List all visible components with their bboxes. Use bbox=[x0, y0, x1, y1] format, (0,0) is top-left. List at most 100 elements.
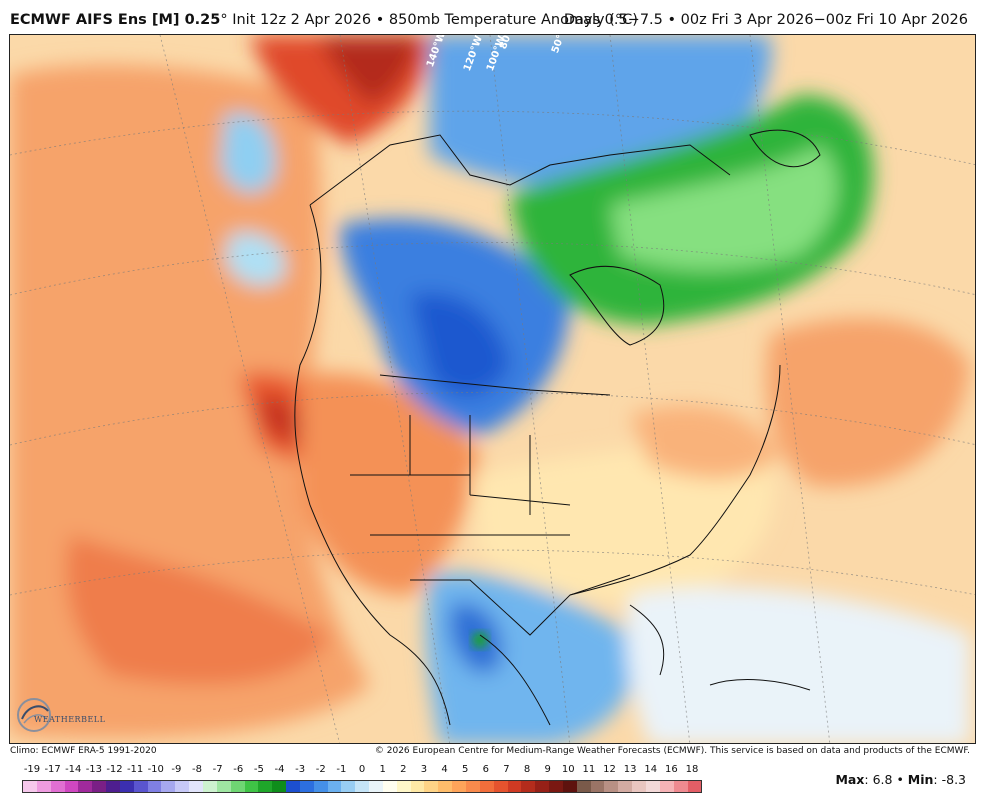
legend-swatch bbox=[452, 781, 466, 792]
legend-label: -12 bbox=[106, 764, 123, 775]
legend-swatch bbox=[424, 781, 439, 792]
legend-swatch bbox=[272, 781, 287, 792]
legend-label: 8 bbox=[523, 764, 531, 775]
legend-swatch bbox=[438, 781, 453, 792]
bering-cool-patch bbox=[220, 113, 276, 194]
chart-title: ECMWF AIFS Ens [M] 0.25° Init 12z 2 Apr … bbox=[10, 12, 638, 28]
central-us-mild bbox=[470, 446, 776, 603]
east-coastline bbox=[569, 364, 781, 596]
degree-symbol: ° bbox=[220, 12, 228, 28]
legend-label: -5 bbox=[253, 764, 264, 775]
max-value: 6.8 bbox=[872, 772, 893, 787]
legend-swatch bbox=[258, 781, 273, 792]
legend-swatch bbox=[327, 781, 342, 792]
header: ECMWF AIFS Ens [M] 0.25° Init 12z 2 Apr … bbox=[0, 0, 984, 34]
legend-label: 10 bbox=[561, 764, 575, 775]
legend-bar bbox=[22, 780, 702, 793]
legend-swatch bbox=[355, 781, 370, 792]
legend-label: -13 bbox=[85, 764, 103, 775]
mexico-green-spot bbox=[472, 632, 488, 648]
legend-label: -9 bbox=[171, 764, 182, 775]
legend-label: 16 bbox=[665, 764, 678, 775]
legend-swatch bbox=[23, 781, 37, 792]
legend-label: -3 bbox=[295, 764, 306, 775]
stats-separator: • bbox=[896, 772, 904, 787]
greenland-edge bbox=[749, 129, 821, 168]
legend-label: -17 bbox=[44, 764, 61, 775]
legend-swatch bbox=[521, 781, 536, 792]
western-us-warm bbox=[300, 373, 480, 595]
florida bbox=[629, 604, 665, 676]
legend-label: 14 bbox=[644, 764, 658, 775]
gulf-cool-patch bbox=[225, 232, 286, 286]
legend-swatch bbox=[479, 781, 494, 792]
legend-swatch bbox=[202, 781, 217, 792]
northern-coast bbox=[309, 134, 731, 206]
legend-label: -6 bbox=[233, 764, 244, 775]
title-separator: • bbox=[375, 12, 385, 28]
legend-swatch bbox=[493, 781, 508, 792]
legend-swatch bbox=[369, 781, 383, 792]
legend-label: 11 bbox=[582, 764, 596, 775]
legend-swatch bbox=[133, 781, 148, 792]
legend-swatch bbox=[535, 781, 550, 792]
legend-swatch bbox=[410, 781, 425, 792]
legend-swatch bbox=[78, 781, 93, 792]
legend-swatch bbox=[147, 781, 162, 792]
legend-label: -1 bbox=[336, 764, 347, 775]
logo-text: WEATHERBELL bbox=[34, 715, 106, 724]
max-label: Max bbox=[835, 772, 865, 787]
legend-swatch bbox=[161, 781, 176, 792]
hudson-bay bbox=[569, 265, 665, 346]
legend-swatch bbox=[92, 781, 107, 792]
legend-label: -8 bbox=[192, 764, 202, 775]
legend-swatch bbox=[576, 781, 591, 792]
legend-swatch bbox=[64, 781, 79, 792]
legend-label: -4 bbox=[274, 764, 285, 775]
legend-swatch bbox=[466, 781, 480, 792]
legend-label: -10 bbox=[147, 764, 164, 775]
legend-swatch bbox=[396, 781, 411, 792]
alaska-warm-core bbox=[320, 35, 420, 105]
legend-swatch bbox=[507, 781, 522, 792]
legend-label: -11 bbox=[126, 764, 144, 775]
legend-swatch bbox=[618, 781, 633, 792]
legend-label: 13 bbox=[623, 764, 637, 775]
model-name: ECMWF AIFS Ens [M] 0.25 bbox=[10, 12, 221, 28]
legend-label: -7 bbox=[212, 764, 223, 775]
legend-swatch bbox=[189, 781, 203, 792]
legend-swatch bbox=[36, 781, 51, 792]
legend-swatch bbox=[687, 781, 702, 792]
pacific-warm-core bbox=[66, 535, 331, 685]
init-time: Init 12z 2 Apr 2026 bbox=[232, 12, 372, 28]
legend-labels: -19 -17 -14 -13 -12 -11 -10 -9 -8 -7 -6 -5 -4 -3 -2 -1 0… bbox=[22, 764, 702, 778]
legend-label: 1 bbox=[379, 764, 386, 775]
legend-swatch bbox=[632, 781, 646, 792]
legend-label: 3 bbox=[420, 764, 428, 775]
borders bbox=[294, 129, 821, 726]
legend-swatch bbox=[604, 781, 619, 792]
legend-swatch bbox=[341, 781, 356, 792]
legend-swatch bbox=[590, 781, 605, 792]
legend-label: 12 bbox=[603, 764, 616, 775]
legend-label: 5 bbox=[461, 764, 469, 775]
caribbean-neutral bbox=[626, 587, 970, 743]
copyright-note: © 2026 European Centre for Medium-Range … bbox=[374, 746, 970, 756]
canada-cold-core bbox=[410, 293, 510, 397]
legend-label: -14 bbox=[65, 764, 82, 775]
legend-swatch bbox=[659, 781, 674, 792]
legend-label: 7 bbox=[503, 764, 510, 775]
legend-swatch bbox=[216, 781, 231, 792]
us-canada-border bbox=[379, 374, 611, 396]
westcoast-warm-core bbox=[260, 395, 310, 444]
legend-swatch bbox=[106, 781, 120, 792]
legend-swatch bbox=[673, 781, 688, 792]
weatherbell-swirl-logo bbox=[17, 698, 51, 732]
max-min-stats: Max: 6.8 • Min: -8.3 bbox=[835, 772, 966, 787]
legend-swatch bbox=[562, 781, 577, 792]
northeast-warm bbox=[630, 405, 780, 479]
mexico-coast bbox=[479, 634, 551, 726]
legend-swatch bbox=[645, 781, 660, 792]
graticule bbox=[10, 35, 975, 743]
anomaly-map: 140°W 120°W 100°W 80°W 50°W WEATHERBELL bbox=[9, 34, 976, 744]
